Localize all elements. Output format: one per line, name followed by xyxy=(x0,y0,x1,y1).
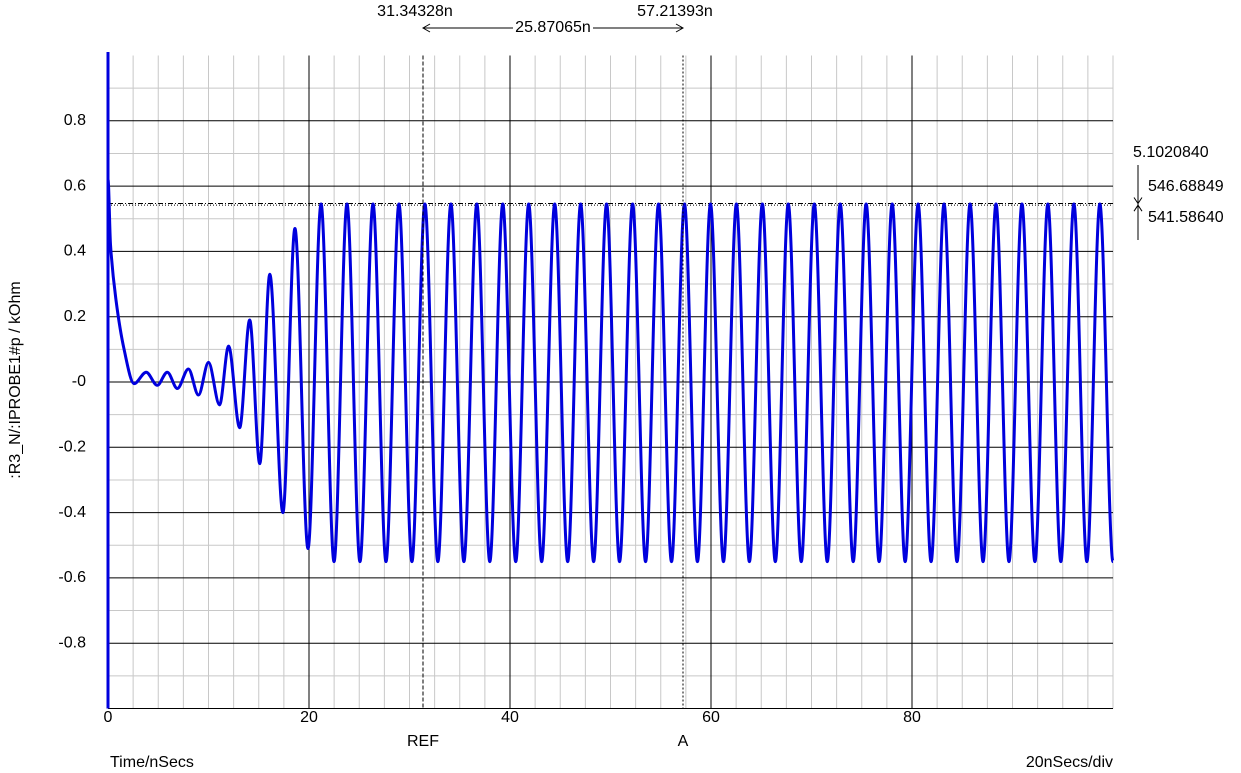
cursor-x-label: 57.21393n xyxy=(637,3,713,20)
y-tick-label: -0.6 xyxy=(58,569,86,586)
cursor-x-label: 31.34328n xyxy=(377,3,453,20)
x-axis-label: Time/nSecs xyxy=(110,754,194,771)
cursor-dy-label: 5.1020840 xyxy=(1133,144,1209,161)
x-tick-label: 60 xyxy=(702,709,720,726)
x-tick-label: 20 xyxy=(300,709,318,726)
cursor-name: A xyxy=(678,733,689,750)
y-tick-label: -0.8 xyxy=(58,634,86,651)
cursor-dx-label: 25.87065n xyxy=(515,19,591,36)
y-tick-label: 0.2 xyxy=(64,308,86,325)
x-scale-label: 20nSecs/div xyxy=(1026,754,1113,771)
label-bg xyxy=(513,19,593,37)
y-tick-label: -0 xyxy=(72,373,86,390)
y-tick-label: -0.2 xyxy=(58,439,86,456)
x-tick-label: 0 xyxy=(104,709,113,726)
arrow-head xyxy=(1133,197,1143,212)
cursor-level-label: 541.58640 xyxy=(1148,209,1224,226)
x-tick-label: 40 xyxy=(501,709,519,726)
cursor-name: REF xyxy=(407,733,439,750)
y-axis-label: :R3_N/:IPROBE1#p / kOhm xyxy=(7,281,24,478)
waveform xyxy=(106,178,1115,564)
arrow-head xyxy=(421,23,685,33)
y-tick-label: 0.8 xyxy=(64,112,86,129)
x-tick-label: 80 xyxy=(903,709,921,726)
cursor-level-label: 546.68849 xyxy=(1148,178,1224,195)
y-tick-label: 0.6 xyxy=(64,177,86,194)
y-tick-label: -0.4 xyxy=(58,504,86,521)
y-tick-label: 0.4 xyxy=(64,243,86,260)
